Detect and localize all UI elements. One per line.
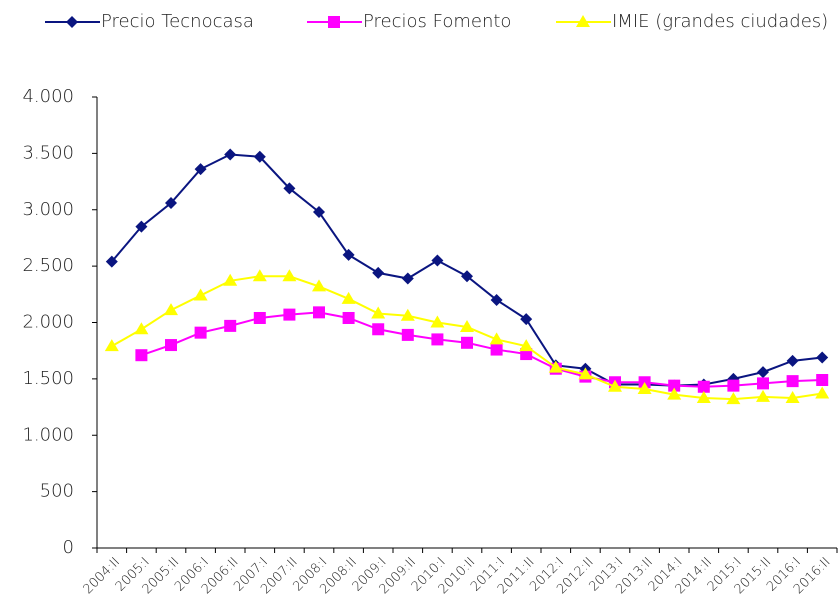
x-tick-label: 2004:II <box>81 555 124 598</box>
marker <box>342 311 355 324</box>
marker <box>283 182 296 195</box>
marker <box>253 311 266 324</box>
legend-marker <box>66 16 78 28</box>
marker <box>104 339 119 352</box>
marker <box>193 288 208 301</box>
marker <box>400 308 415 321</box>
marker <box>757 366 769 379</box>
marker <box>461 270 473 283</box>
marker <box>726 392 741 405</box>
marker <box>816 374 829 387</box>
marker <box>134 322 149 335</box>
marker <box>786 354 799 367</box>
marker <box>816 351 829 364</box>
marker <box>578 367 593 380</box>
marker <box>164 303 178 316</box>
y-tick-label: 0 <box>63 537 74 558</box>
marker <box>637 382 652 395</box>
marker <box>372 323 385 336</box>
marker <box>519 339 534 352</box>
legend-label: IMIE (grandes ciudades) <box>612 11 828 32</box>
marker <box>430 315 445 328</box>
marker <box>224 148 237 161</box>
marker <box>785 391 800 404</box>
marker <box>696 391 711 404</box>
legend-label: Precios Fomento <box>363 11 511 32</box>
marker <box>283 308 296 321</box>
marker <box>401 328 414 341</box>
legend-marker <box>328 16 340 28</box>
legend-label: Precio Tecnocasa <box>101 11 254 32</box>
marker <box>342 248 355 261</box>
y-tick-label: 2.500 <box>22 255 74 276</box>
y-tick-label: 2.000 <box>22 312 74 333</box>
marker <box>165 339 177 352</box>
series-line <box>111 153 823 387</box>
y-tick-label: 500 <box>40 481 74 502</box>
marker <box>668 379 681 392</box>
marker <box>786 375 799 388</box>
marker <box>135 349 148 362</box>
marker <box>490 293 503 306</box>
marker <box>252 269 267 282</box>
marker <box>697 380 710 393</box>
y-tick-label: 3.500 <box>22 142 74 163</box>
marker <box>757 377 769 390</box>
marker <box>312 279 326 292</box>
series-line <box>141 311 823 388</box>
marker <box>520 313 533 326</box>
marker <box>548 360 563 373</box>
marker <box>341 291 356 304</box>
marker <box>223 273 238 286</box>
marker <box>727 379 740 392</box>
y-tick-label: 1.000 <box>22 424 74 445</box>
marker <box>313 206 325 219</box>
marker <box>194 326 207 339</box>
marker <box>372 266 385 279</box>
marker <box>431 333 444 346</box>
marker <box>667 387 682 400</box>
marker <box>401 272 414 285</box>
marker <box>194 163 207 176</box>
marker <box>431 254 444 267</box>
y-tick-label: 3.000 <box>22 199 74 220</box>
marker <box>313 306 325 319</box>
y-tick-label: 1.500 <box>22 368 74 389</box>
marker <box>815 386 830 399</box>
marker <box>253 150 266 163</box>
marker <box>489 332 504 345</box>
y-tick-label: 4.000 <box>22 86 74 107</box>
marker <box>608 379 622 392</box>
marker <box>460 320 474 333</box>
marker <box>282 269 297 282</box>
marker <box>105 255 118 268</box>
legend-marker <box>576 15 590 27</box>
marker <box>756 389 770 402</box>
marker <box>461 336 473 349</box>
marker <box>490 343 503 356</box>
marker <box>371 306 386 319</box>
marker <box>165 196 177 209</box>
marker <box>135 220 148 233</box>
marker <box>224 319 237 332</box>
